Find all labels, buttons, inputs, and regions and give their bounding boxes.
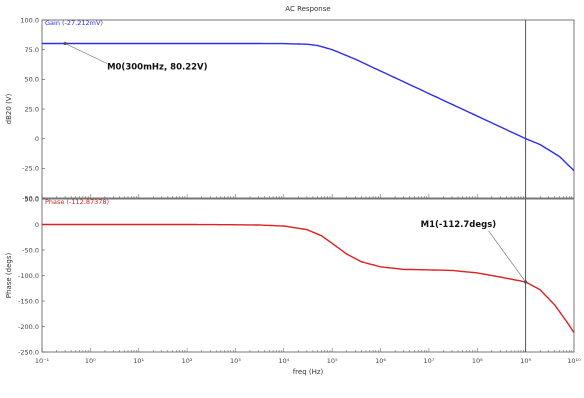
y-tick-label-gain: 0 xyxy=(35,135,39,143)
y-tick-label-phase: -150.0 xyxy=(18,297,39,305)
y-tick-label-gain: -50.0 xyxy=(22,194,39,202)
y-tick-label-phase: -250.0 xyxy=(18,348,39,356)
x-tick-label: 10⁴ xyxy=(278,357,289,365)
marker-label-phase: M1(-112.7degs) xyxy=(421,220,497,230)
x-tick-label: 10⁷ xyxy=(423,357,434,365)
y-tick-label-phase: -50.0 xyxy=(22,246,39,254)
series-line-gain xyxy=(42,42,575,172)
x-tick-label: 10⁰ xyxy=(85,357,96,365)
y-tick-label-gain: -25.0 xyxy=(22,165,39,173)
marker-point-gain xyxy=(63,41,67,46)
y-tick-label-gain: 50.0 xyxy=(25,76,39,84)
x-tick-label: 10⁹ xyxy=(520,357,531,365)
legend-gain: Gain (-27.212mV) xyxy=(45,19,103,27)
marker-leader-phase xyxy=(488,230,526,283)
y-tick-label-gain: 75.0 xyxy=(25,46,39,54)
y-tick-label-gain: 100.0 xyxy=(20,16,39,24)
plot-frame-gain xyxy=(41,19,575,199)
x-tick-label: 10⁶ xyxy=(375,357,386,365)
marker-label-gain: M0(300mHz, 80.22V) xyxy=(107,62,208,72)
y-axis-label-phase: Phase (degs) xyxy=(5,253,13,299)
y-tick-label-phase: 50.0 xyxy=(25,195,39,203)
series-line-phase xyxy=(42,223,575,333)
x-tick-label: 10⁻¹ xyxy=(35,357,50,365)
x-tick-label: 10² xyxy=(182,357,193,365)
x-tick-label: 10⁸ xyxy=(472,357,483,365)
x-tick-label: 10¹⁰ xyxy=(567,357,581,365)
chart-title: AC Response xyxy=(285,5,330,13)
x-tick-label: 10³ xyxy=(230,357,241,365)
x-tick-label: 10¹ xyxy=(133,357,144,365)
legend-phase: Phase (-112.87378) xyxy=(45,198,109,206)
x-axis-label: freq (Hz) xyxy=(293,368,324,376)
y-tick-label-phase: 0 xyxy=(35,221,39,229)
y-tick-label-phase: -100.0 xyxy=(18,272,39,280)
marker-point-phase xyxy=(524,280,528,284)
marker-leader-gain xyxy=(64,43,108,64)
y-tick-label-gain: 25.0 xyxy=(25,105,39,113)
y-axis-label-gain: dB20 (V) xyxy=(5,93,13,124)
x-tick-label: 10⁵ xyxy=(327,357,338,365)
y-tick-label-phase: -200.0 xyxy=(18,323,39,331)
